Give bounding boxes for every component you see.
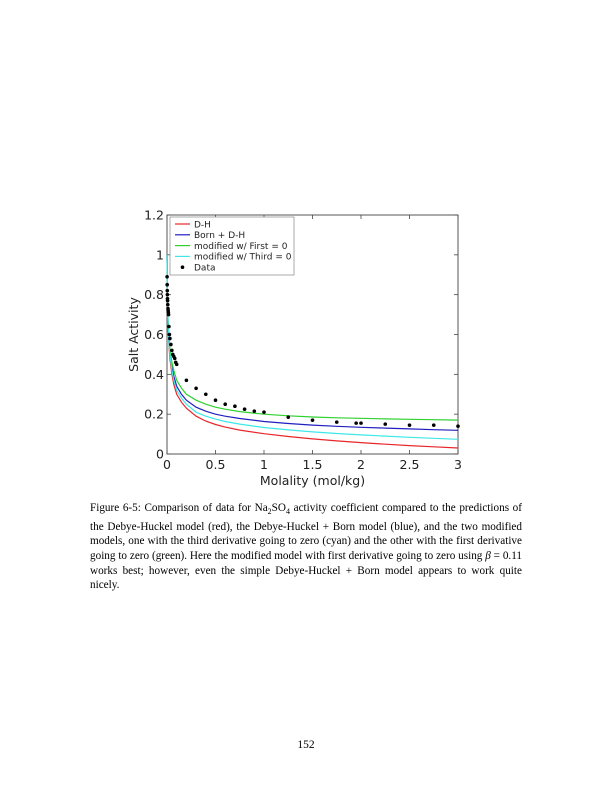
figure-6-5: 0 0.5 1 1.5 2 2.5 3 0 0.2 0.4 0.6 0.8 1 1.2 Molality (… — [126, 205, 471, 495]
data-point — [166, 312, 171, 317]
y-tick-label: 0.2 — [144, 407, 164, 422]
data-point — [169, 342, 173, 347]
data-point — [165, 298, 170, 303]
legend-label-4: Data — [194, 264, 216, 274]
data-point — [233, 404, 237, 408]
data-point — [431, 423, 436, 427]
y-tick-label: 0.8 — [144, 287, 164, 302]
x-tick-label: 2.5 — [400, 457, 420, 472]
data-point — [334, 420, 339, 424]
x-tick-label: 1 — [260, 457, 268, 472]
data-point — [252, 409, 257, 413]
caption-text-2: SO — [271, 502, 286, 514]
caption-text-4: = 0.11 works best; however, even the sim… — [90, 550, 522, 592]
data-point — [168, 336, 172, 341]
data-point — [165, 292, 170, 297]
data-point — [165, 282, 169, 287]
data-point — [213, 398, 218, 403]
legend-label-2: modified w/ First = 0 — [194, 242, 288, 252]
y-tick-label: 0.6 — [144, 327, 164, 342]
data-point — [170, 348, 174, 353]
y-tick-label: 0.4 — [144, 367, 164, 382]
data-point — [286, 415, 291, 419]
caption-beta-symbol: β — [485, 550, 491, 563]
caption-sub-2: 4 — [285, 507, 290, 517]
x-axis-label: Molality (mol/kg) — [260, 473, 365, 488]
caption-text-1: Figure 6-5: Comparison of data for Na — [90, 502, 268, 514]
caption-text-3: activity coefficient compared to the pre… — [90, 502, 522, 563]
data-point — [456, 424, 460, 428]
legend-box — [169, 216, 295, 276]
data-point — [167, 324, 171, 329]
series-line-3 — [166, 254, 459, 440]
x-tick-label: 1.5 — [303, 457, 323, 472]
data-point — [407, 423, 412, 427]
data-point — [223, 402, 227, 407]
data-point — [165, 288, 170, 293]
data-point — [194, 386, 198, 391]
legend-label-3: modified w/ Third = 0 — [194, 253, 292, 263]
legend-label-0: D-H — [194, 220, 211, 230]
data-point — [165, 302, 170, 307]
y-tick-label: 1.2 — [144, 208, 164, 223]
data-point — [383, 422, 388, 426]
data-point — [204, 392, 208, 397]
x-tick-label: 0.5 — [206, 457, 226, 472]
data-point — [354, 421, 358, 425]
data-point — [184, 378, 189, 383]
data-point — [310, 418, 315, 422]
y-axis-label: Salt Activity — [126, 297, 141, 372]
data-point — [242, 407, 247, 411]
data-point — [172, 356, 177, 361]
x-tick-label: 0 — [163, 457, 171, 472]
legend-label-1: Born + D-H — [194, 231, 245, 241]
data-point — [359, 421, 363, 425]
page-number: 152 — [297, 739, 315, 751]
data-point — [262, 410, 266, 414]
y-tick-label: 1 — [156, 247, 164, 262]
x-tick-label: 2 — [357, 457, 365, 472]
caption-sub-1: 2 — [267, 507, 272, 517]
x-tick-label: 3 — [454, 457, 462, 472]
data-point — [167, 332, 172, 337]
legend-swatch-4 — [180, 265, 185, 269]
figure-caption: Figure 6-5: Comparison of data for Na2SO… — [90, 501, 522, 593]
y-tick-label: 0 — [156, 447, 164, 462]
data-point — [165, 274, 169, 279]
salt-activity-chart: 0 0.5 1 1.5 2 2.5 3 0 0.2 0.4 0.6 0.8 1 1.2 Molality (… — [126, 208, 462, 489]
data-point — [174, 362, 179, 367]
